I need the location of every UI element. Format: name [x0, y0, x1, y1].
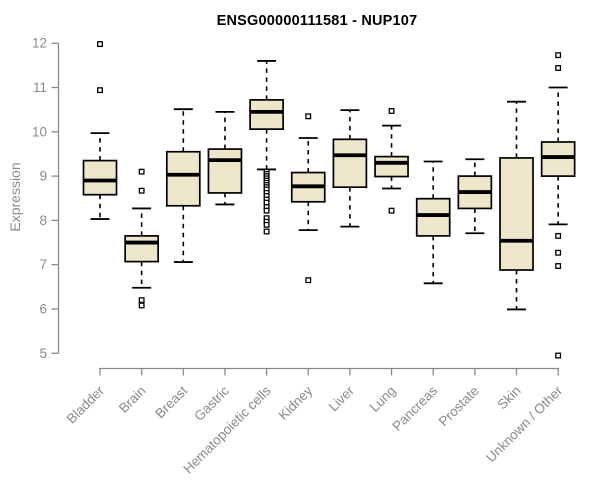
iqr-box: [207, 148, 243, 194]
outlier-point: [555, 249, 562, 256]
y-axis-label: Expression: [7, 162, 23, 232]
outlier-point: [97, 87, 103, 94]
y-tick-label-6: 6: [39, 302, 47, 317]
box-bladder: [82, 41, 118, 220]
box-breast: [165, 108, 201, 263]
iqr-box: [540, 141, 576, 177]
iqr-box: [374, 155, 409, 178]
iqr-box: [124, 235, 160, 263]
y-tick-label-8: 8: [39, 213, 47, 228]
outlier-point: [555, 65, 562, 71]
x-tick-label-gastric: Gastric: [191, 383, 232, 424]
iqr-box: [249, 99, 284, 130]
outlier-point: [555, 232, 562, 239]
box-prostate: [457, 158, 493, 235]
x-tick-label-bladder: Bladder: [64, 383, 108, 427]
box-gastric: [207, 110, 243, 206]
outlier-point: [388, 108, 395, 114]
outlier-point: [263, 228, 270, 235]
outlier-point: [263, 221, 270, 228]
y-tick-label-7: 7: [39, 257, 47, 272]
outlier-point: [555, 263, 562, 269]
box-lung: [374, 108, 409, 214]
outlier-point: [555, 352, 562, 359]
outlier-point: [138, 168, 145, 175]
outlier-point: [305, 277, 312, 284]
x-tick-label-pancreas: Pancreas: [389, 383, 440, 434]
x-tick-label-liver: Liver: [326, 383, 358, 415]
iqr-box: [499, 157, 534, 271]
y-tick-label-9: 9: [39, 169, 47, 184]
outlier-point: [138, 297, 145, 304]
box-pancreas: [415, 160, 451, 285]
outlier-point: [388, 207, 395, 214]
box-hematopoietic-cells: [249, 60, 284, 235]
outlier-point: [138, 302, 145, 309]
chart-title: ENSG00000111581 - NUP107: [216, 13, 418, 29]
outlier-point: [305, 113, 312, 120]
x-tick-label-skin: Skin: [494, 383, 523, 412]
x-tick-label-brain: Brain: [116, 383, 149, 416]
y-tick-label-12: 12: [32, 36, 47, 51]
iqr-box: [82, 159, 118, 196]
iqr-box: [332, 138, 368, 189]
x-tick-label-unknown-other: Unknown / Other: [483, 383, 566, 466]
x-tick-label-prostate: Prostate: [436, 383, 482, 429]
box-unknown-other: [540, 52, 576, 359]
outlier-point: [138, 187, 145, 194]
x-tick-label-breast: Breast: [152, 383, 190, 421]
outlier-point: [97, 41, 103, 48]
outlier-point: [263, 207, 270, 214]
y-tick-label-10: 10: [32, 124, 47, 139]
iqr-box: [165, 150, 201, 207]
x-tick-label-lung: Lung: [367, 383, 399, 415]
x-tick-label-kidney: Kidney: [276, 383, 316, 423]
iqr-box: [415, 197, 451, 237]
box-skin: [499, 100, 534, 311]
outlier-point: [555, 52, 562, 59]
box-liver: [332, 109, 368, 228]
y-tick-label-5: 5: [39, 346, 47, 361]
box-kidney: [290, 113, 326, 284]
box-brain: [124, 168, 160, 309]
y-tick-label-11: 11: [33, 80, 47, 95]
